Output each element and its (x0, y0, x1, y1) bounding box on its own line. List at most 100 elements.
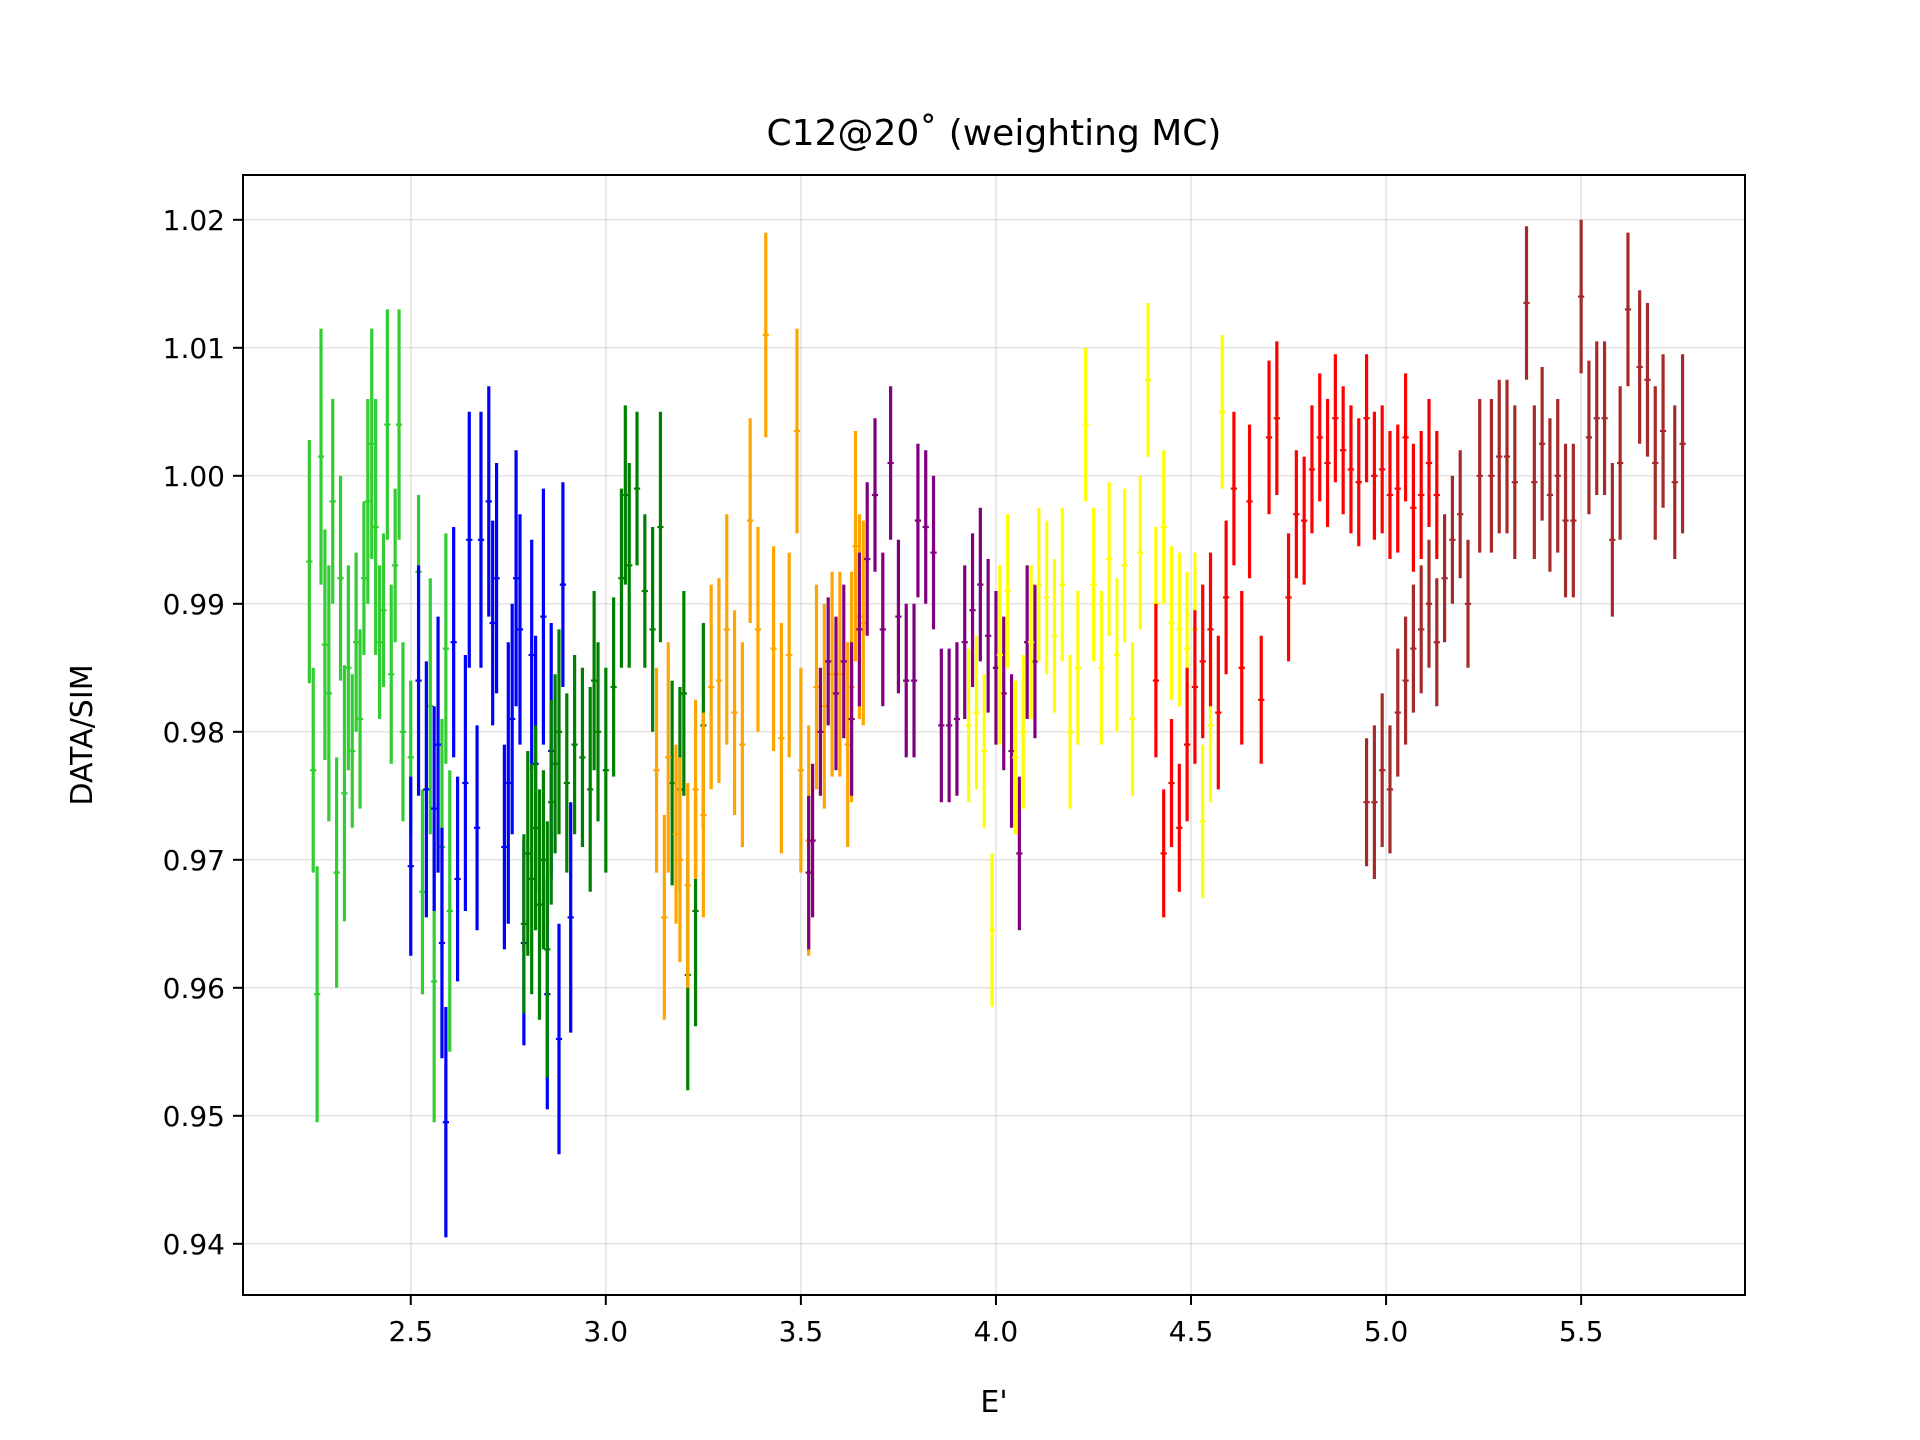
data-point (1090, 507, 1097, 662)
data-point (563, 693, 570, 873)
data-point (832, 616, 840, 771)
data-point (1051, 559, 1058, 713)
x-tick-label: 4.5 (1169, 1315, 1214, 1348)
data-point (1554, 399, 1561, 553)
data-point (559, 482, 567, 687)
data-point (1265, 360, 1273, 515)
data-point (353, 552, 360, 732)
data-point (1144, 303, 1152, 457)
data-point (1098, 591, 1105, 745)
data-point (594, 642, 602, 822)
data-point (489, 520, 496, 726)
data-point (512, 450, 520, 707)
data-point (314, 866, 321, 1123)
x-axis: 2.5 3.0 3.5 4.0 4.5 5.0 5.5 (388, 1295, 1603, 1348)
data-point (540, 770, 547, 950)
data-point (762, 232, 769, 438)
data-point (356, 629, 364, 809)
data-point (602, 667, 609, 873)
data-point (988, 853, 996, 1007)
data-point (1347, 405, 1355, 534)
data-point (571, 655, 578, 835)
data-point (1223, 520, 1230, 675)
data-point (1418, 565, 1425, 694)
data-point (473, 725, 481, 931)
data-point (840, 584, 847, 739)
data-point (708, 584, 715, 790)
grid (243, 175, 1745, 1295)
data-point (544, 821, 551, 1078)
data-point (520, 834, 528, 1014)
data-point (825, 597, 832, 726)
data-point (1671, 405, 1678, 559)
series-0 (306, 309, 453, 1123)
data-point (930, 475, 937, 630)
data-point (1176, 763, 1183, 892)
data-point (633, 411, 641, 566)
data-point (360, 501, 368, 655)
data-point (836, 571, 844, 777)
data-point (618, 488, 625, 668)
data-point (587, 687, 594, 892)
data-point (946, 648, 953, 803)
data-point (1402, 373, 1409, 502)
data-point (376, 565, 383, 719)
y-tick-label: 0.98 (163, 716, 225, 749)
data-point (1644, 303, 1651, 457)
data-point (321, 529, 329, 760)
data-point (1293, 450, 1300, 579)
data-point (1258, 635, 1265, 764)
data-point (649, 527, 656, 732)
data-point (653, 667, 660, 873)
series-3 (653, 232, 867, 1020)
series-7 (1363, 219, 1686, 879)
x-tick-label: 5.5 (1559, 1315, 1604, 1348)
y-tick-label: 0.95 (163, 1100, 225, 1133)
data-point (442, 1007, 449, 1238)
data-point (1410, 443, 1417, 572)
data-point (1016, 776, 1023, 931)
data-point (938, 648, 945, 803)
data-point (641, 514, 648, 668)
data-point (1008, 674, 1015, 828)
data-point (1137, 475, 1144, 630)
data-point (1410, 584, 1417, 713)
data-point (1324, 399, 1331, 527)
data-point (395, 309, 403, 540)
data-point (431, 706, 438, 911)
data-point (349, 674, 356, 828)
data-point (1570, 443, 1577, 598)
data-point (864, 482, 871, 636)
data-point (1379, 405, 1386, 534)
data-point (672, 744, 680, 924)
data-point (1449, 475, 1456, 604)
data-point (871, 418, 879, 572)
data-point (1168, 546, 1175, 700)
data-point (1020, 655, 1027, 809)
data-point (1105, 482, 1113, 636)
data-point (446, 770, 453, 1052)
y-tick-label: 0.96 (163, 972, 225, 1005)
data-point (1199, 584, 1206, 739)
data-point (817, 667, 824, 796)
data-point (1457, 450, 1464, 579)
data-point (793, 328, 801, 534)
data-point (953, 642, 961, 796)
data-point (1585, 360, 1593, 515)
data-point (551, 674, 559, 854)
data-point (1285, 533, 1292, 662)
data-point (739, 642, 746, 847)
data-point (325, 565, 332, 822)
data-point (723, 514, 730, 745)
x-tick-label: 5.0 (1364, 1315, 1409, 1348)
data-point (524, 751, 531, 956)
data-point (977, 507, 984, 662)
data-point (384, 309, 391, 540)
data-point (895, 539, 902, 694)
data-point (555, 923, 563, 1155)
data-point (1496, 379, 1503, 534)
data-point (1601, 341, 1608, 495)
data-point (1464, 539, 1472, 668)
data-point (1215, 635, 1222, 790)
